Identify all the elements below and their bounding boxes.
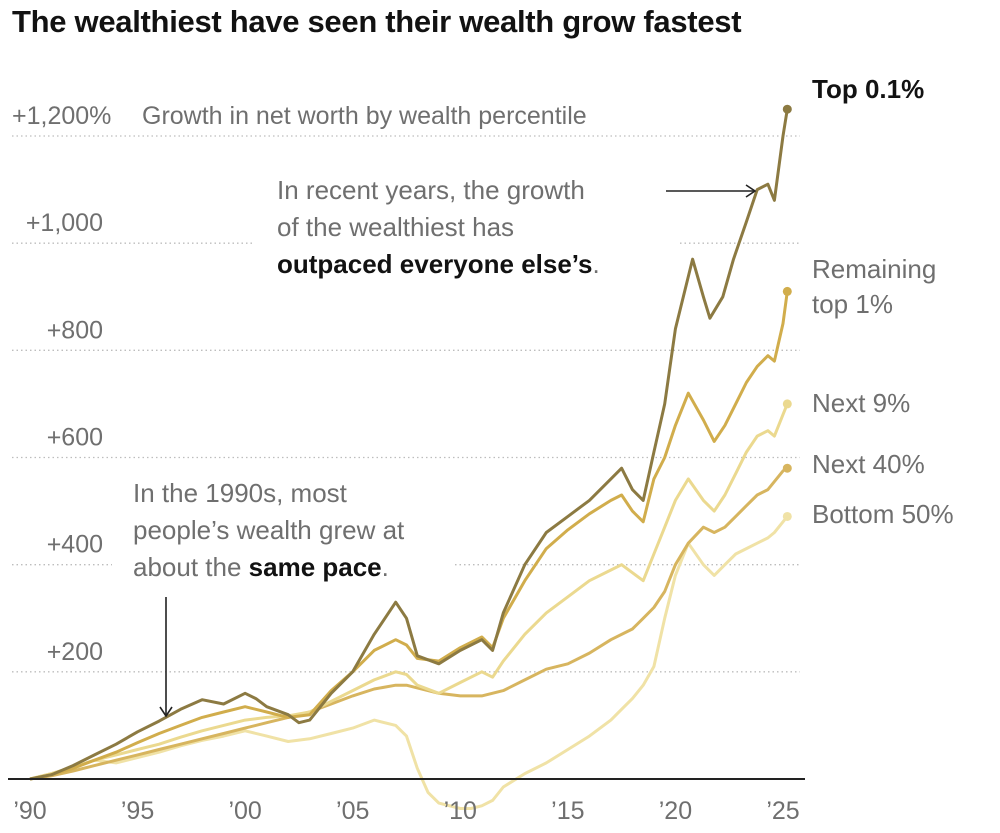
series-label: Top 0.1%	[812, 74, 924, 104]
annotation-text: same pace	[249, 552, 382, 582]
y-tick-label: +200	[47, 638, 103, 666]
series-end-dot	[782, 463, 792, 473]
annotation-text: outpaced everyone else’s	[277, 249, 593, 279]
x-tick-label: ’20	[659, 797, 692, 825]
y-tick-label: +1,000	[26, 209, 103, 237]
series-label-line: Bottom 50%	[812, 499, 954, 529]
series-label-line: top 1%	[812, 289, 893, 319]
annotation-text: In recent years, the growth	[277, 175, 585, 205]
series-label: Next 40%	[812, 449, 925, 479]
y-tick-label: +400	[47, 531, 103, 559]
series-line-bottom-50-	[29, 515, 789, 810]
y-tick-label: +1,200%	[12, 102, 111, 130]
annotation-text: .	[593, 249, 600, 279]
x-tick-label: ’10	[444, 797, 477, 825]
y-axis-title: Growth in net worth by wealth percentile	[142, 102, 587, 130]
series-label: Bottom 50%	[812, 499, 954, 529]
1990s-note: In the 1990s, most people’s wealth grew a…	[133, 478, 405, 582]
annotation-text: of the wealthiest has	[277, 212, 514, 242]
x-tick-label: ’95	[121, 797, 154, 825]
annotation-text: about the	[133, 552, 249, 582]
series-end-dot	[782, 511, 792, 521]
x-tick-label: ’25	[766, 797, 799, 825]
series-line-top-0-1-	[29, 108, 789, 781]
x-tick-label: ’05	[336, 797, 369, 825]
annotation-text: In the 1990s, most	[133, 478, 348, 508]
x-axis-ticks: ’90 ’95 ’00 ’05 ’10 ’15 ’20 ’25	[13, 797, 799, 825]
annotations: In recent years, the growth of the wealth…	[133, 175, 757, 718]
series-end-dot	[782, 399, 792, 409]
chart-title: The wealthiest have seen their wealth gr…	[12, 4, 742, 39]
annotation-text: people’s wealth grew at	[133, 515, 405, 545]
series-label: Next 9%	[812, 388, 910, 418]
series-label-line: Remaining	[812, 254, 936, 284]
series-label: Remaining top 1%	[812, 254, 936, 319]
series-line-next-9-	[29, 403, 789, 781]
series-line-next-40-	[29, 466, 789, 781]
series-labels: Top 0.1% Remaining top 1% Next 9% Next 40% Bo…	[812, 74, 954, 529]
series-end-dot	[782, 104, 792, 114]
x-tick-label: ’00	[228, 797, 261, 825]
x-tick-label: ’90	[13, 797, 46, 825]
x-tick-label: ’15	[551, 797, 584, 825]
y-axis-ticks: +200 +400 +600 +800 +1,000 +1,200%	[12, 102, 111, 666]
arrowhead-right-icon	[745, 184, 757, 198]
series-label-line: Top 0.1%	[812, 74, 924, 104]
y-tick-label: +600	[47, 424, 103, 452]
recent-years-note: In recent years, the growth of the wealth…	[277, 175, 600, 279]
annotation-text: .	[382, 552, 389, 582]
y-tick-label: +800	[47, 316, 103, 344]
series-label-line: Next 9%	[812, 388, 910, 418]
arrowhead-down-icon	[159, 706, 173, 718]
series-end-dot	[782, 286, 792, 296]
series-label-line: Next 40%	[812, 449, 925, 479]
series-lines	[29, 104, 792, 810]
